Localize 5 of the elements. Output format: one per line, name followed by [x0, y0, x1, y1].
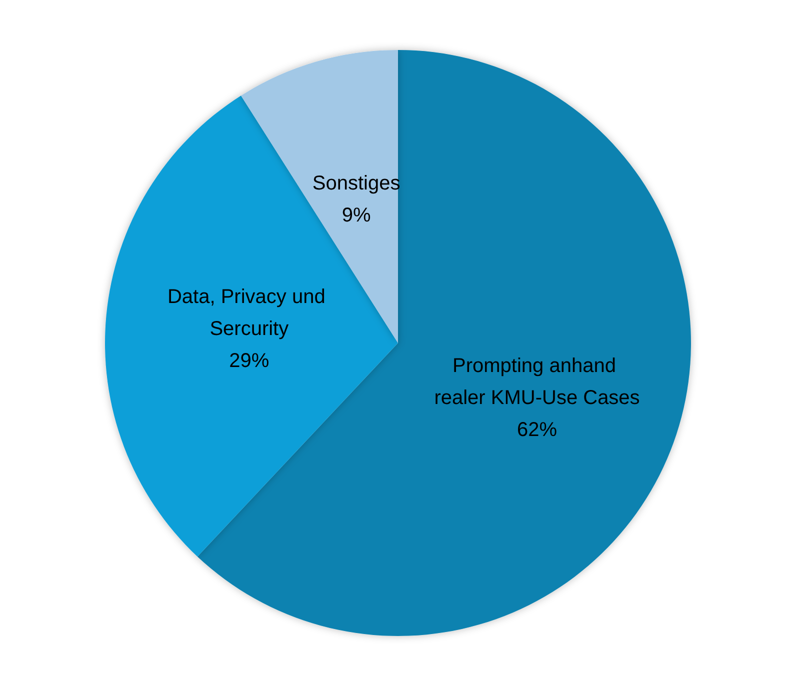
data-label: 29% — [229, 350, 270, 372]
data-label: 62% — [516, 419, 558, 442]
slice-label: Data, Privacy und Sercurity — [167, 286, 331, 340]
slice-label: Prompting anhand realer KMU-Use Cases — [434, 355, 640, 410]
data-label: 9% — [342, 204, 371, 226]
